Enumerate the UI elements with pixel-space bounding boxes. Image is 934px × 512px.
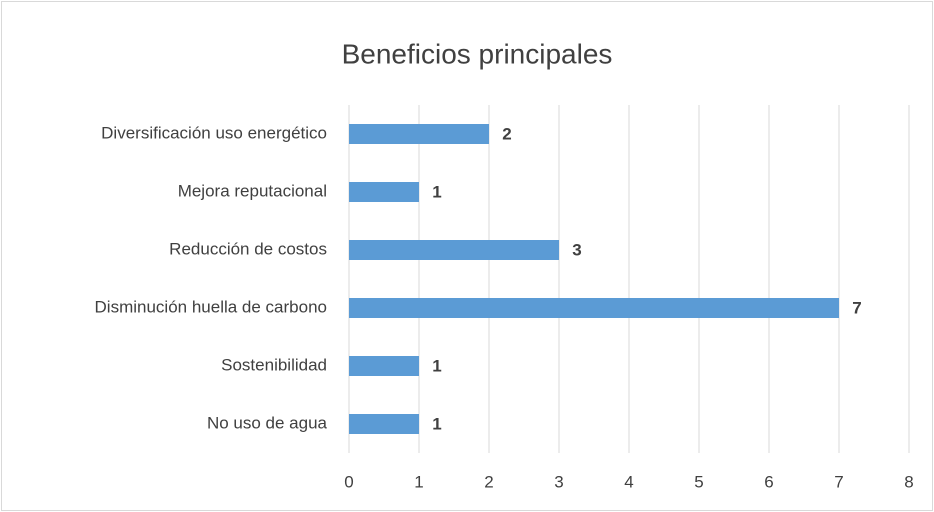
bar (349, 240, 559, 260)
y-tick-label: Sostenibilidad (221, 355, 327, 374)
bar (349, 182, 419, 202)
data-label: 1 (432, 414, 441, 433)
bar (349, 414, 419, 434)
x-tick-label: 5 (694, 472, 703, 491)
x-tick-label: 7 (834, 472, 843, 491)
x-tick-label: 3 (554, 472, 563, 491)
bar (349, 298, 839, 318)
y-tick-label: Mejora reputacional (178, 181, 327, 200)
bar (349, 356, 419, 376)
y-tick-label: No uso de agua (207, 413, 328, 432)
data-label: 1 (432, 182, 441, 201)
data-label: 3 (572, 240, 581, 259)
bar (349, 124, 489, 144)
x-tick-label: 4 (624, 472, 633, 491)
x-tick-label: 6 (764, 472, 773, 491)
x-tick-label: 2 (484, 472, 493, 491)
data-label: 7 (852, 298, 861, 317)
x-tick-label: 1 (414, 472, 423, 491)
y-tick-label: Disminución huella de carbono (95, 297, 327, 316)
data-label: 2 (502, 124, 511, 143)
x-tick-label: 0 (344, 472, 353, 491)
chart-title: Beneficios principales (342, 38, 613, 69)
y-tick-label: Diversificación uso energético (101, 123, 327, 142)
x-tick-label: 8 (904, 472, 913, 491)
y-tick-label: Reducción de costos (169, 239, 327, 258)
data-label: 1 (432, 356, 441, 375)
